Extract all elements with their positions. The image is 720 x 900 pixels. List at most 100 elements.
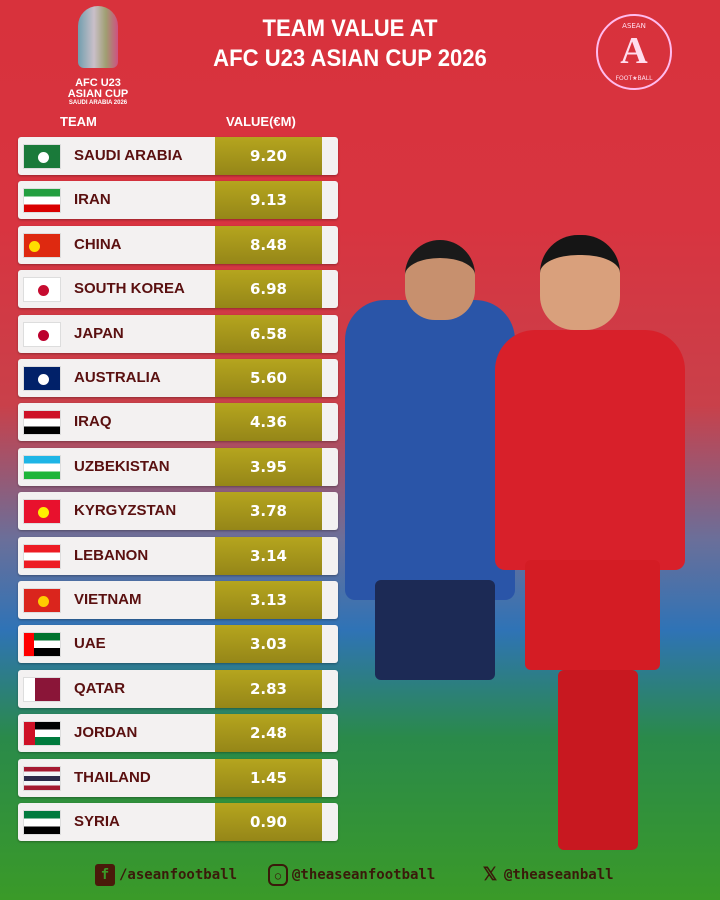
- badge-text: ASEAN: [622, 22, 646, 30]
- table-row: KYRGYZSTAN 3.78: [18, 492, 338, 531]
- table-row: SAUDI ARABIA 9.20: [18, 137, 338, 175]
- flag-emblem: [38, 152, 49, 163]
- flag-icon: [23, 721, 61, 747]
- facebook-icon: f: [95, 864, 115, 886]
- team-value: 3.78: [215, 492, 322, 531]
- team-value: 4.36: [215, 403, 322, 442]
- badge-text: FOOT★BALL: [615, 75, 653, 82]
- flag-icon: [23, 188, 61, 214]
- team-name: UAE: [74, 635, 106, 653]
- table-row: THAILAND 1.45: [18, 758, 338, 797]
- flag-icon: [23, 144, 61, 169]
- asean-football-badge: ASEAN A FOOT★BALL: [596, 14, 672, 90]
- flag-icon: [23, 588, 61, 613]
- table-row: IRAN 9.13: [18, 181, 338, 220]
- flag-icon: [23, 410, 61, 436]
- team-name: UZBEKISTAN: [74, 457, 170, 475]
- table-row: IRAQ 4.36: [18, 403, 338, 442]
- team-value: 8.48: [215, 225, 322, 264]
- flag-icon: [23, 499, 61, 525]
- team-value: 2.83: [215, 669, 322, 708]
- flag-icon: [23, 321, 61, 347]
- player-left: [345, 300, 515, 600]
- team-name: JAPAN: [74, 324, 124, 342]
- logo-line: ASIAN CUP: [67, 88, 129, 100]
- team-name: CHINA: [74, 235, 122, 253]
- team-value: 2.48: [215, 714, 322, 753]
- instagram-link[interactable]: ◯ @theaseanfootball: [268, 864, 435, 886]
- flag-emblem: [29, 240, 40, 252]
- team-name: IRAN: [74, 191, 111, 209]
- flag-icon: [23, 810, 61, 835]
- team-value: 0.90: [215, 803, 322, 841]
- flag-emblem: [38, 596, 49, 607]
- flag-emblem: [38, 374, 49, 385]
- x-handle: @theaseanball: [504, 867, 614, 883]
- player-right: [495, 330, 685, 570]
- team-value: 6.58: [215, 314, 322, 353]
- team-name: SAUDI ARABIA: [74, 147, 183, 164]
- logo-line: AFC U23: [75, 77, 121, 89]
- flag-icon: [23, 543, 61, 569]
- flag-icon: [23, 454, 61, 480]
- team-value: 6.98: [215, 270, 322, 309]
- x-link[interactable]: 𝕏 @theaseanball: [480, 864, 614, 886]
- table-row: LEBANON 3.14: [18, 536, 338, 575]
- logo-line: SAUDI ARABIA 2026: [68, 100, 128, 106]
- team-value: 3.13: [215, 581, 322, 619]
- x-icon: 𝕏: [482, 864, 498, 885]
- flag-emblem: [38, 285, 49, 297]
- column-header-value: VALUE(€M): [226, 114, 296, 129]
- team-name: IRAQ: [74, 413, 112, 431]
- team-value: 1.45: [215, 758, 322, 797]
- team-name: VIETNAM: [74, 591, 142, 608]
- instagram-icon: ◯: [268, 864, 288, 886]
- player-right-head: [540, 235, 620, 330]
- team-value: 3.95: [215, 447, 322, 486]
- table-row: JORDAN 2.48: [18, 714, 338, 753]
- table-row: UZBEKISTAN 3.95: [18, 447, 338, 486]
- afc-u23-logo: AFC U23 ASIAN CUP SAUDI ARABIA 2026: [58, 6, 138, 106]
- table-row: QATAR 2.83: [18, 669, 338, 708]
- team-value: 9.13: [215, 181, 322, 220]
- badge-letter: A: [620, 30, 648, 72]
- team-name: THAILAND: [74, 768, 151, 786]
- flag-icon: [23, 765, 61, 791]
- instagram-handle: @theaseanfootball: [292, 867, 436, 883]
- player-right-shorts: [525, 560, 660, 670]
- flag-icon: [23, 632, 61, 658]
- title-line-1: TEAM VALUE AT: [262, 15, 438, 42]
- team-name: QATAR: [74, 679, 126, 697]
- table-row: VIETNAM 3.13: [18, 581, 338, 619]
- team-value: 3.14: [215, 536, 322, 575]
- table-row: JAPAN 6.58: [18, 314, 338, 353]
- flag-icon: [23, 676, 61, 702]
- flag-emblem: [38, 329, 49, 341]
- team-value: 5.60: [215, 359, 322, 397]
- player-left-head: [405, 240, 475, 320]
- table-row: AUSTRALIA 5.60: [18, 359, 338, 397]
- page-title: TEAM VALUE AT AFC U23 ASIAN CUP 2026: [166, 14, 534, 74]
- facebook-link[interactable]: f/aseanfootball: [95, 864, 237, 886]
- flag-icon: [23, 366, 61, 391]
- team-value: 3.03: [215, 625, 322, 664]
- team-value: 9.20: [215, 137, 322, 175]
- player-right-socks: [558, 670, 638, 850]
- column-header-team: TEAM: [60, 114, 97, 129]
- team-name: KYRGYZSTAN: [74, 502, 177, 520]
- team-name: JORDAN: [74, 724, 138, 742]
- table-row: CHINA 8.48: [18, 225, 338, 264]
- facebook-handle: /aseanfootball: [119, 867, 238, 883]
- flag-emblem: [38, 507, 49, 519]
- trophy-icon: [78, 6, 118, 68]
- table-row: UAE 3.03: [18, 625, 338, 664]
- title-line-2: AFC U23 ASIAN CUP 2026: [213, 45, 487, 72]
- team-name: AUSTRALIA: [74, 369, 161, 386]
- table-row: SYRIA 0.90: [18, 803, 338, 841]
- table-row: SOUTH KOREA 6.98: [18, 270, 338, 309]
- player-left-legs: [375, 580, 495, 680]
- team-name: LEBANON: [74, 546, 149, 564]
- flag-icon: [23, 277, 61, 303]
- team-name: SOUTH KOREA: [74, 280, 185, 298]
- team-name: SYRIA: [74, 813, 120, 830]
